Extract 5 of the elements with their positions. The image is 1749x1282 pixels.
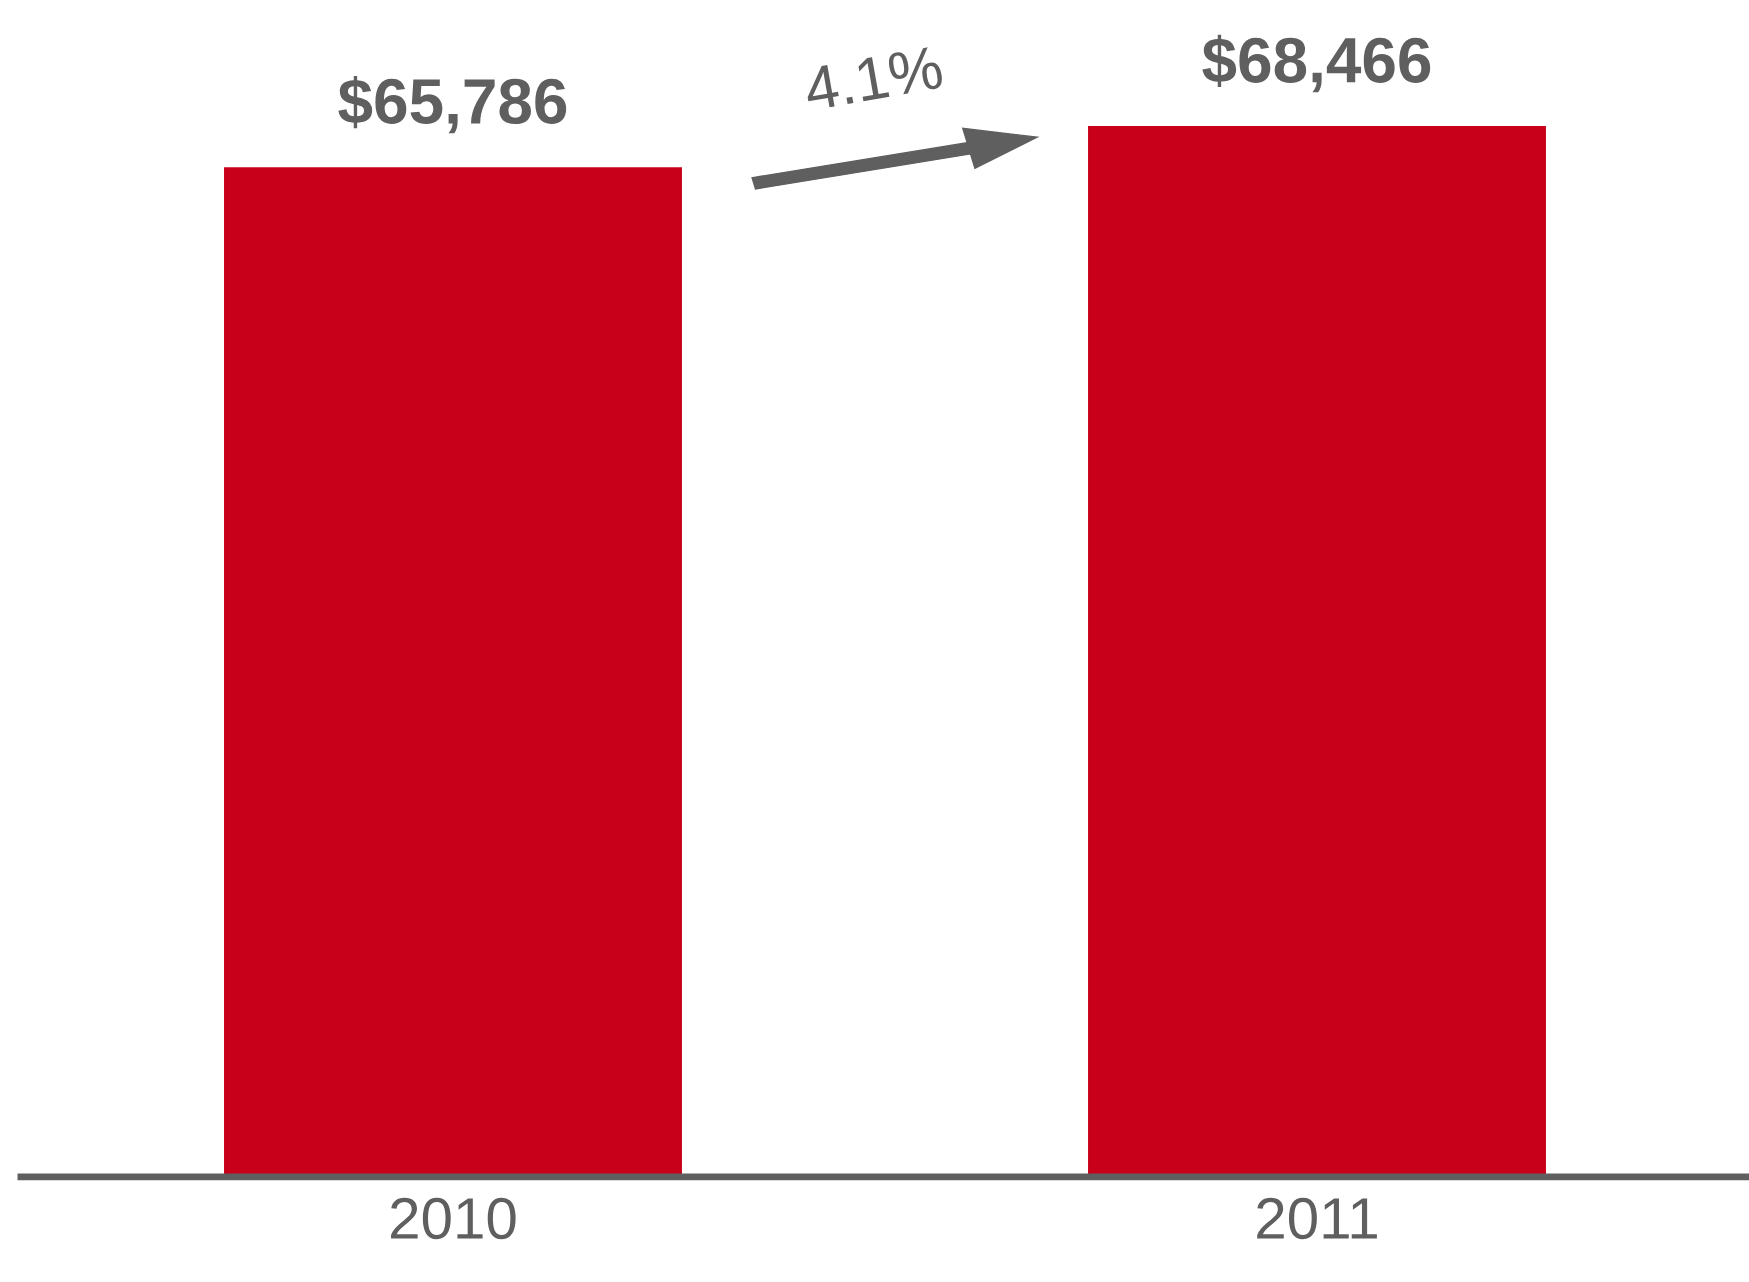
x-tick-label: 2011 <box>1257 1197 1377 1240</box>
data-label: $68,466 <box>1202 34 1431 93</box>
x-tick-label: 2010 <box>391 1197 516 1240</box>
text: 4.1% <box>802 45 944 112</box>
data-label: $65,786 <box>338 76 567 134</box>
